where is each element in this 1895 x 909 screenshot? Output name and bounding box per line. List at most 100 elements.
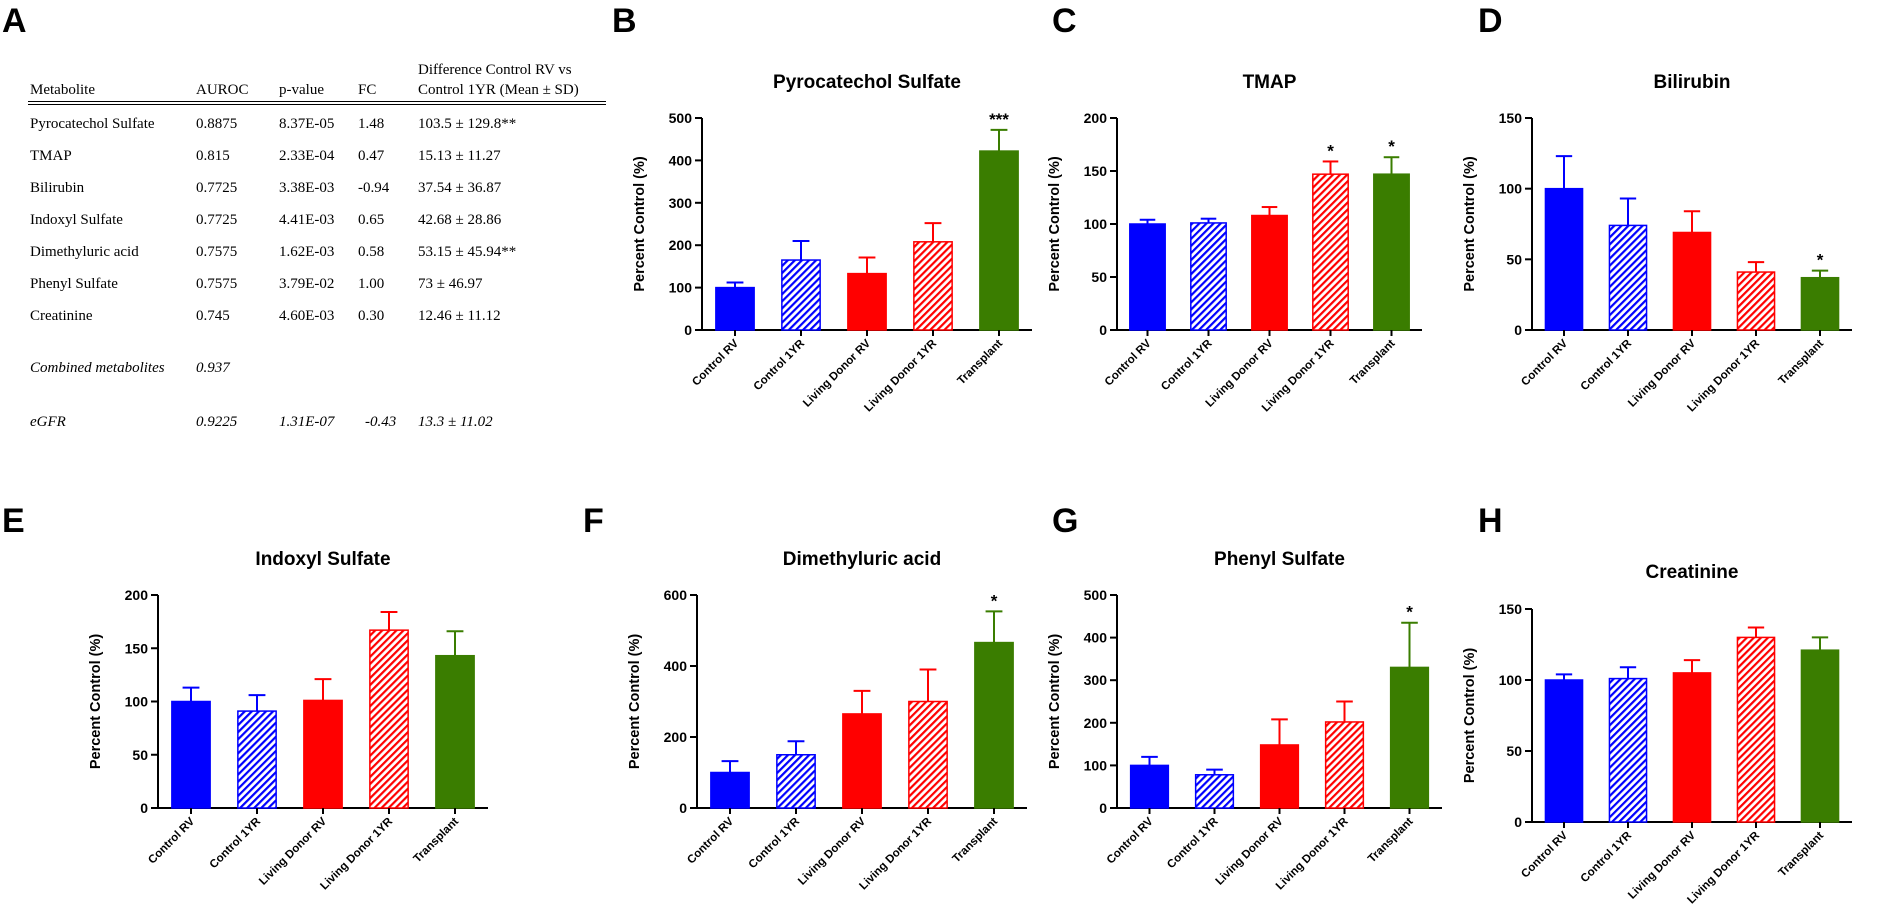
bar [1324, 721, 1365, 809]
chart-h: Creatinine Percent Control (%) 0 50 100 150 Co… [1462, 562, 1852, 906]
row-difference: 53.15 ± 45.94** [418, 244, 517, 260]
chart-e: Indoxyl Sulfate Percent Control (%) 0 50 100… [88, 549, 488, 892]
bar [1800, 649, 1840, 823]
panel-letter-d: D [1478, 2, 1503, 40]
significance-marker: * [1388, 137, 1395, 156]
x-tick-label: Control RV [1103, 337, 1154, 388]
bar [847, 272, 887, 331]
row-fc: -0.94 [358, 180, 390, 196]
row-metabolite: TMAP [30, 148, 72, 164]
y-tick-label: 200 [125, 587, 149, 603]
y-axis-label: Percent Control (%) [1462, 648, 1478, 784]
row-auroc: 0.815 [196, 148, 230, 164]
combined-auroc: 0.937 [196, 360, 230, 376]
header-fc: FC [358, 82, 377, 98]
egfr-difference: 13.3 ± 11.02 [418, 414, 493, 430]
header-pvalue: p-value [279, 82, 324, 98]
x-tick-label: Living Donor RV [1204, 337, 1276, 409]
header-rule-top [28, 101, 606, 102]
y-tick-label: 400 [1084, 630, 1108, 646]
row-pvalue: 3.79E-02 [279, 276, 335, 292]
header-difference-line2: Control 1YR (Mean ± SD) [418, 82, 579, 98]
row-difference: 15.13 ± 11.27 [418, 148, 501, 164]
x-tick-label: Living Donor 1YR [318, 815, 395, 892]
chart-c: TMAP Percent Control (%) 0 50 100 150 200 Contr… [1047, 72, 1422, 414]
y-tick-label: 100 [1499, 181, 1523, 197]
x-tick-label: Living Donor 1YR [1274, 815, 1351, 892]
y-tick-label: 0 [1514, 322, 1522, 338]
y-tick-label: 200 [669, 237, 693, 253]
x-tick-label: Transplant [956, 338, 1006, 388]
y-tick-label: 100 [1499, 672, 1523, 688]
chart-f: Dimethyluric acid Percent Control (%) 0 200… [627, 549, 1027, 892]
x-tick-label: Control RV [1519, 337, 1570, 388]
bar [1190, 222, 1227, 331]
y-tick-label: 400 [664, 658, 688, 674]
bar [1373, 173, 1410, 331]
bar [1389, 666, 1430, 809]
bar [1129, 223, 1166, 331]
significance-marker: * [1817, 251, 1824, 270]
x-tick-label: Transplant [1777, 338, 1827, 388]
egfr-auroc: 0.9225 [196, 414, 238, 430]
x-tick-label: Living Donor 1YR [1685, 829, 1762, 906]
x-tick-label: Control 1YR [208, 815, 264, 871]
bar [1608, 224, 1648, 331]
x-tick-label: Control 1YR [1579, 829, 1635, 885]
chart-d: Bilirubin Percent Control (%) 0 50 100 150 Con… [1462, 72, 1852, 414]
header-rule-bottom [28, 104, 606, 105]
panel-letter-e: E [2, 502, 25, 540]
bar [842, 713, 882, 809]
bar [913, 241, 953, 331]
y-tick-label: 0 [1099, 322, 1107, 338]
bar [1259, 744, 1300, 809]
panel-letter-c: C [1052, 2, 1077, 40]
bar [776, 754, 816, 809]
row-difference: 73 ± 46.97 [418, 276, 483, 292]
x-tick-label: Living Donor 1YR [862, 337, 939, 414]
egfr-fc: -0.43 [365, 414, 397, 430]
x-tick-label: Control RV [685, 815, 736, 866]
x-tick-label: Living Donor RV [1626, 829, 1698, 901]
x-tick-label: Transplant [1348, 338, 1398, 388]
row-metabolite: Indoxyl Sulfate [30, 212, 123, 228]
header-difference-line1: Difference Control RV vs [418, 62, 572, 78]
y-axis-label: Percent Control (%) [1462, 156, 1478, 292]
x-tick-label: Control RV [1105, 815, 1156, 866]
y-tick-label: 50 [1506, 743, 1522, 759]
chart-title: Indoxyl Sulfate [255, 549, 390, 570]
bar [1736, 636, 1776, 823]
y-tick-label: 100 [125, 694, 149, 710]
panel-letter-h: H [1478, 502, 1503, 540]
row-fc: 0.47 [358, 148, 385, 164]
y-axis-label: Percent Control (%) [632, 156, 648, 292]
row-auroc: 0.7725 [196, 180, 238, 196]
x-tick-label: Control RV [146, 815, 197, 866]
x-tick-label: Living Donor 1YR [1685, 337, 1762, 414]
y-tick-label: 150 [1499, 110, 1523, 126]
x-tick-label: Living Donor RV [1626, 337, 1698, 409]
bar [710, 771, 750, 809]
y-tick-label: 0 [679, 800, 687, 816]
chart-g: Phenyl Sulfate Percent Control (%) 0 100 200… [1047, 549, 1442, 892]
row-auroc: 0.7575 [196, 244, 238, 260]
x-tick-label: Control 1YR [1579, 337, 1635, 393]
x-tick-label: Living Donor RV [796, 815, 868, 887]
y-tick-label: 300 [1084, 672, 1108, 688]
y-tick-label: 150 [1084, 163, 1108, 179]
significance-marker: * [991, 591, 998, 610]
bar [303, 699, 343, 809]
bar [1194, 774, 1235, 809]
y-tick-label: 50 [1091, 269, 1107, 285]
significance-marker: * [1406, 603, 1413, 622]
row-auroc: 0.7575 [196, 276, 238, 292]
row-pvalue: 4.60E-03 [279, 308, 335, 324]
panel-letter-g: G [1052, 502, 1079, 540]
row-difference: 37.54 ± 36.87 [418, 180, 502, 196]
bar [1312, 173, 1349, 331]
chart-b: Pyrocatechol Sulfate Percent Control (%) 0… [632, 72, 1032, 414]
y-tick-label: 50 [132, 747, 148, 763]
row-pvalue: 4.41E-03 [279, 212, 335, 228]
row-pvalue: 8.37E-05 [279, 116, 335, 132]
bar [781, 259, 821, 331]
